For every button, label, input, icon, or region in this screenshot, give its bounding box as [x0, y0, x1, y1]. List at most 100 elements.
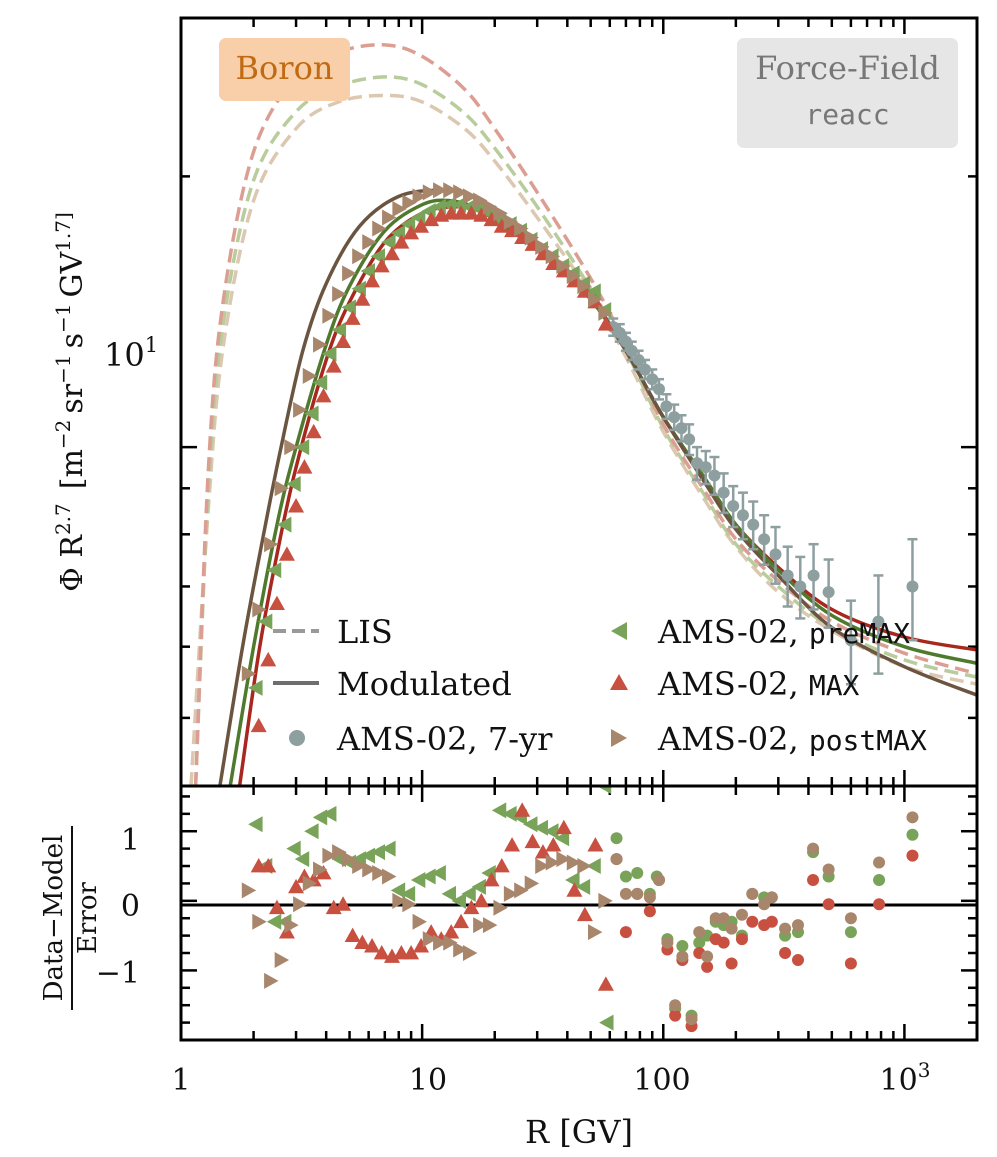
postmax-point	[264, 536, 279, 553]
sevenyr-point	[708, 469, 721, 482]
postmax-point	[556, 257, 571, 274]
sevenyr-point	[736, 509, 749, 522]
residual-point-premax	[596, 786, 612, 794]
premax-point	[304, 405, 319, 422]
residual-point-postmax	[514, 882, 529, 899]
residual-point-max	[791, 953, 804, 966]
residual-point-postmax	[765, 891, 778, 904]
modulated-curve-postmax	[218, 188, 977, 786]
postmax-point	[422, 184, 438, 201]
sevenyr-point	[699, 461, 712, 474]
legend: LIS Modulated AMS-02, 7-yr AMS-02, preMA…	[273, 613, 927, 758]
xlabel: R [GV]	[525, 1113, 633, 1151]
top-ytick-label: 101	[104, 333, 158, 374]
residual-point-postmax	[274, 951, 290, 968]
residual-point-postmax	[610, 853, 623, 866]
residual-point-postmax	[652, 873, 665, 886]
sevenyr-point	[683, 433, 696, 446]
modulated-curves	[218, 188, 977, 786]
postmax-point	[332, 285, 347, 302]
residual-point-premax	[586, 858, 601, 875]
sevenyr-point	[794, 580, 807, 593]
residual-point-postmax	[382, 868, 397, 885]
residual-point-max	[844, 957, 857, 970]
model-badge-variant: reacc	[805, 98, 889, 131]
residual-point-premax	[693, 936, 706, 949]
legend-max-label: AMS-02, MAX	[657, 665, 860, 703]
sevenyr-point	[844, 634, 857, 647]
postmax-point	[473, 192, 488, 209]
bottom-panel-ticks	[179, 786, 979, 1040]
postmax-point	[503, 213, 519, 230]
sevenyr-point	[747, 518, 760, 531]
sevenyr-point	[660, 400, 673, 413]
postmax-point	[293, 401, 308, 418]
residual-point-premax	[410, 871, 426, 888]
postmax-point	[284, 439, 299, 456]
residual-point-max	[413, 938, 430, 953]
sevenyr-point	[906, 580, 919, 593]
top-ylabel: Φ R2.7[m−2sr−1s−1GV1.7]	[51, 212, 90, 592]
residual-point-max	[746, 915, 759, 928]
residual-point-postmax	[873, 856, 886, 869]
sevenyr-point	[822, 586, 835, 599]
max-point	[305, 423, 322, 439]
residual-point-max	[315, 864, 332, 880]
residual-point-postmax	[643, 891, 656, 904]
residual-point-premax	[523, 816, 538, 833]
premax-point	[277, 516, 292, 533]
max-point	[325, 358, 342, 373]
residual-point-max	[619, 926, 632, 939]
residual-point-max	[597, 976, 614, 991]
sevenyr-point	[619, 335, 632, 348]
postmax-point	[462, 188, 478, 205]
residual-point-postmax	[685, 1013, 698, 1026]
max-point	[335, 333, 352, 349]
residual-point-max	[725, 957, 738, 970]
residual-point-postmax	[535, 858, 550, 875]
bottom-ylabel: Data−Model Error	[39, 826, 103, 1010]
postmax-point	[392, 200, 407, 217]
residual-point-max	[576, 906, 593, 922]
postmax-point	[241, 665, 257, 682]
sevenyr-point	[781, 569, 794, 582]
model-badge-name: Force-Field	[755, 49, 940, 87]
residual-point-postmax	[807, 842, 820, 855]
residual-point-premax	[610, 832, 623, 845]
legend-premax-label: AMS-02, preMAX	[657, 613, 910, 651]
residual-point-postmax	[264, 972, 279, 989]
sevenyr-point	[632, 353, 645, 366]
legend-7yr-swatch	[289, 730, 305, 746]
residual-point-postmax	[473, 917, 488, 934]
residual-point-max	[443, 924, 460, 939]
residual-point-postmax	[545, 854, 561, 871]
residual-point-max	[364, 938, 381, 953]
residual-point-max	[373, 945, 390, 960]
residual-point-max	[493, 858, 510, 873]
residual-point-premax	[631, 866, 644, 879]
max-point	[393, 234, 410, 249]
premax-point	[266, 562, 282, 579]
residual-point-max	[735, 933, 748, 946]
premax-point	[294, 439, 310, 456]
max-point	[403, 225, 420, 240]
postmax-point	[302, 367, 318, 384]
residual-point-premax	[248, 816, 263, 833]
residual-point-postmax	[462, 945, 478, 962]
residual-point-max	[779, 947, 792, 960]
residual-point-postmax	[433, 934, 448, 951]
sevenyr-point	[639, 363, 652, 376]
postmax-point	[524, 229, 540, 246]
legend-postmax-swatch	[611, 729, 627, 747]
residual-point-postmax	[322, 847, 337, 864]
residual-point-max	[906, 849, 919, 862]
residual-point-postmax	[758, 898, 771, 911]
residual-point-max	[354, 934, 371, 949]
residual-point-postmax	[342, 851, 357, 868]
residual-point-postmax	[791, 919, 804, 932]
postmax-point	[362, 234, 377, 251]
postmax-point	[433, 182, 448, 199]
max-point	[423, 211, 440, 227]
residual-point-postmax	[284, 917, 299, 934]
residual-point-postmax	[822, 863, 835, 876]
